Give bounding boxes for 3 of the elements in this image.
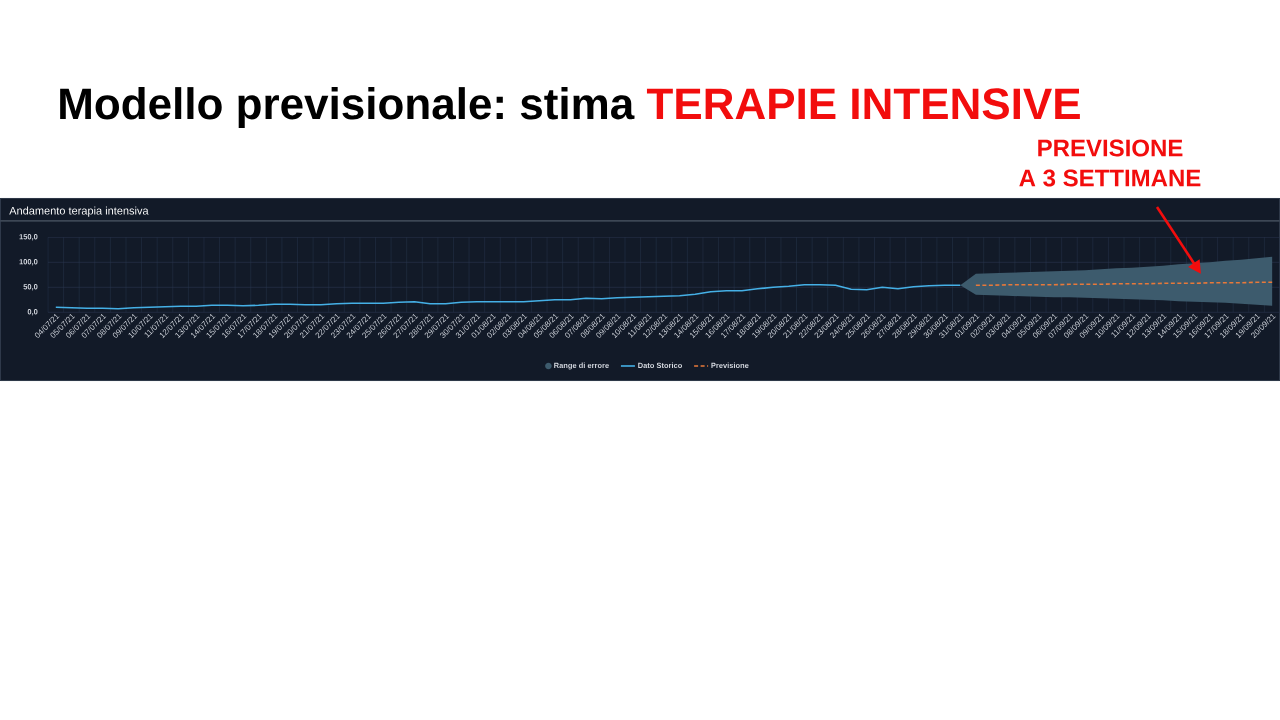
chart-subtitle: Andamento terapia intensiva [9,206,149,217]
text: PREVISIONE A 3 SETTIMANE [1019,139,1201,187]
chart-title: Modello previsionale: stima TERAPIE INTENSIVE [60,87,1080,129]
